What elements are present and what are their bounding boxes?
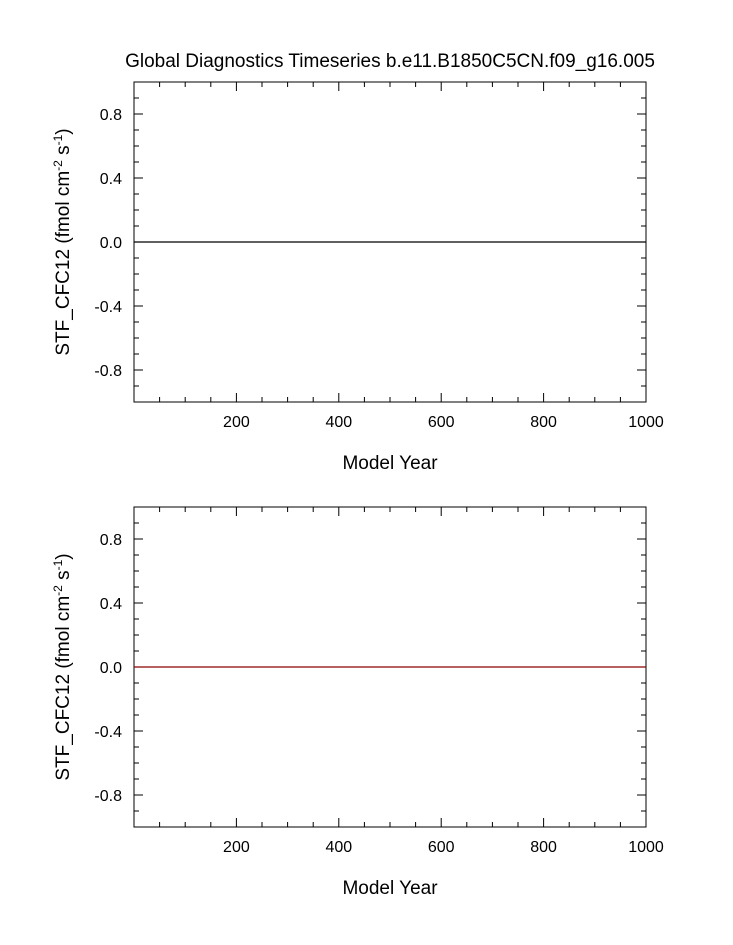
y-tick-label: -0.4 <box>94 724 122 741</box>
y-axis-label-close: ) <box>53 128 74 134</box>
y-axis-label-exp2: -1 <box>51 559 65 570</box>
x-tick-label: 1000 <box>628 414 664 431</box>
y-axis-label: STF_CFC12 (fmol cm-2 s-1) <box>51 553 74 780</box>
y-axis-label-exp1: -2 <box>51 160 65 171</box>
x-tick-label: 600 <box>428 414 455 431</box>
x-tick-label: 400 <box>325 839 352 856</box>
y-axis-label-mid: s <box>53 145 74 160</box>
y-axis-label-main: STF_CFC12 (fmol cm <box>53 596 74 781</box>
plot-panel-2: 200 400 600 800 1000 0.8 0.4 0.0 -0.4 -0.8 Model Y… <box>51 506 664 899</box>
y-axis-label-exp2: -1 <box>51 134 65 145</box>
x-tick-label: 600 <box>428 839 455 856</box>
y-tick-label: 0.4 <box>100 596 122 613</box>
y-tick-label: 0.8 <box>100 532 122 549</box>
y-axis-label-exp1: -2 <box>51 585 65 596</box>
x-axis-label: Model Year <box>342 453 438 474</box>
x-axis-label: Model Year <box>342 878 438 899</box>
x-tick-label: 200 <box>223 839 250 856</box>
x-tick-label: 800 <box>530 414 557 431</box>
plots-container: 200 400 600 800 1000 0.8 0.4 0.0 -0.4 -0.8 Model Y… <box>51 81 664 899</box>
y-axis-label: STF_CFC12 (fmol cm-2 s-1) <box>51 128 74 355</box>
y-tick-label: -0.8 <box>94 363 122 380</box>
x-tick-label: 800 <box>530 839 557 856</box>
y-tick-label: -0.4 <box>94 299 122 316</box>
plot-panel-1: 200 400 600 800 1000 0.8 0.4 0.0 -0.4 -0.8 Model Y… <box>51 81 664 474</box>
chart-title: Global Diagnostics Timeseries b.e11.B185… <box>125 51 655 72</box>
y-axis-label-close: ) <box>53 553 74 559</box>
y-axis-label-main: STF_CFC12 (fmol cm <box>53 171 74 356</box>
y-tick-label: 0.0 <box>100 660 122 677</box>
y-axis-label-mid: s <box>53 570 74 585</box>
x-tick-label: 200 <box>223 414 250 431</box>
y-tick-label: 0.4 <box>100 171 122 188</box>
x-tick-label: 1000 <box>628 839 664 856</box>
y-tick-label: -0.8 <box>94 788 122 805</box>
y-tick-label: 0.8 <box>100 107 122 124</box>
x-tick-label: 400 <box>325 414 352 431</box>
y-tick-label: 0.0 <box>100 235 122 252</box>
